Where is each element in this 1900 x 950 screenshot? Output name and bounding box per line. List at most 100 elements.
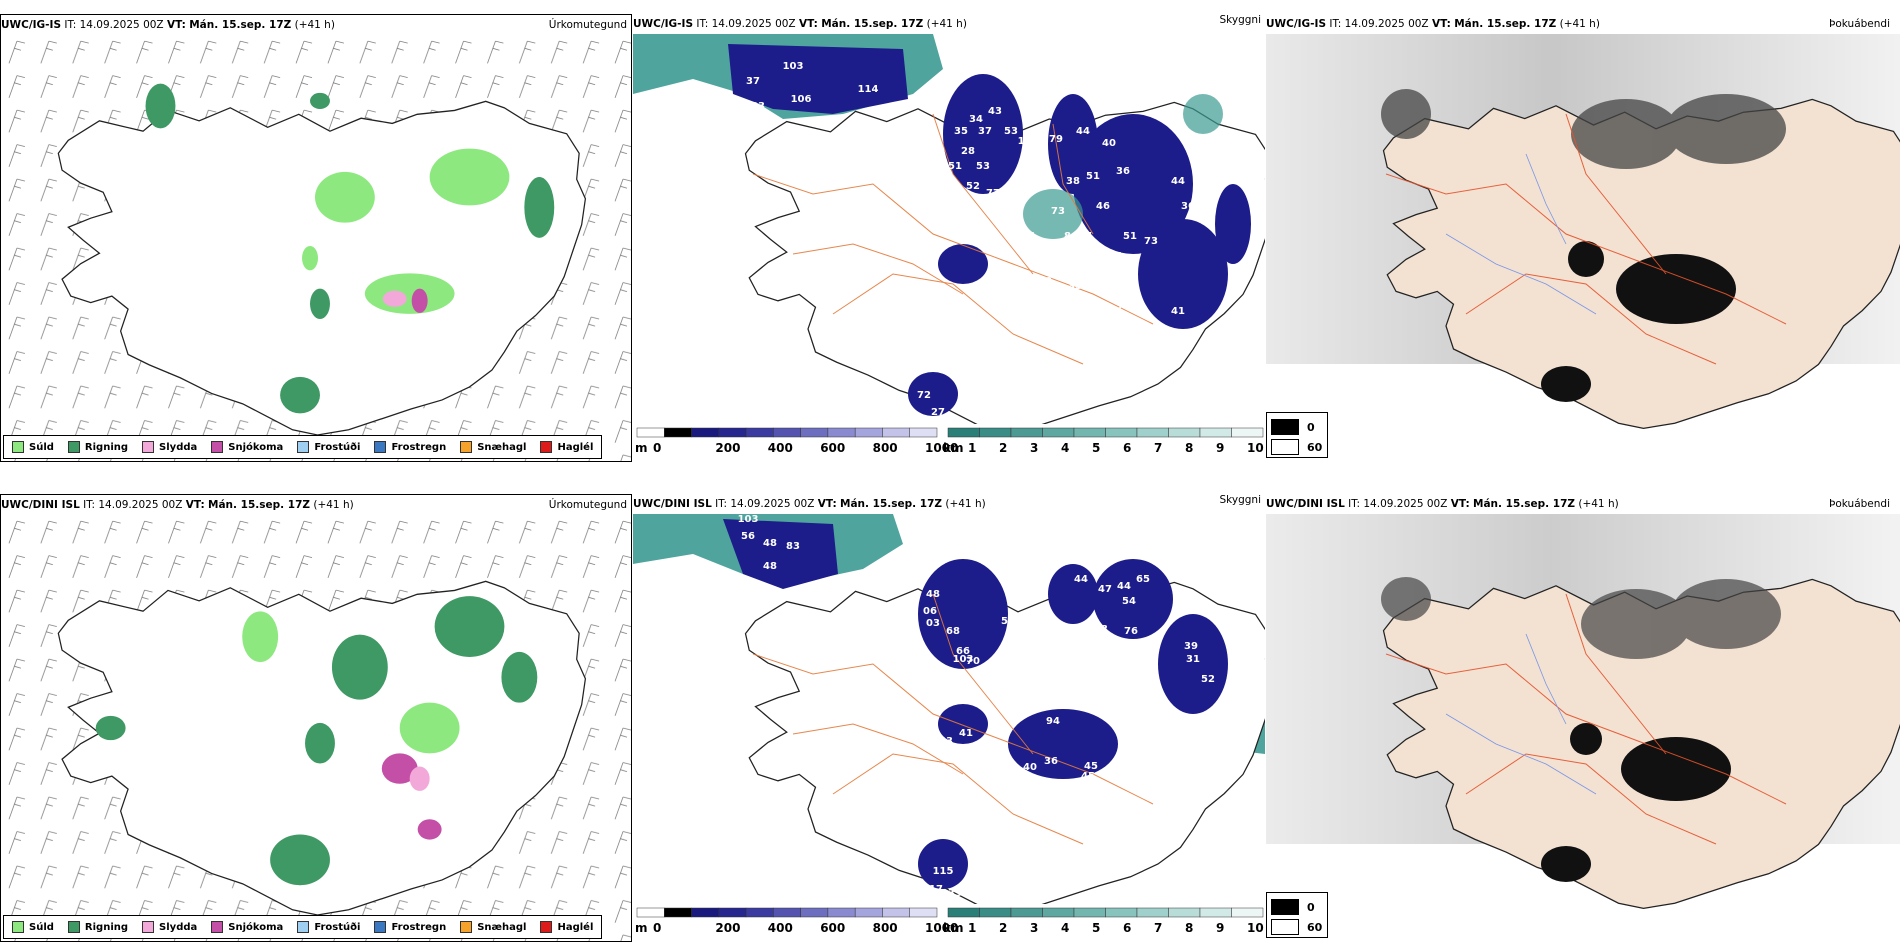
legend-swatch xyxy=(460,441,473,453)
snow-panel-top: UWC/IG-IS IT: 14.09.2025 00Z VT: Mán. 15… xyxy=(633,14,1265,462)
snow-depth-label: 39 xyxy=(1184,641,1198,652)
snow-depth-label: 69 xyxy=(913,574,927,585)
color-scales-bottom: m 0 200 400 600 800 1000 km 1 2 3 4 5 6 7 8 9 10 xyxy=(633,906,1265,942)
precip-panel-top: UWC/IG-IS IT: 14.09.2025 00Z VT: Mán. 15… xyxy=(0,14,632,462)
legend-swatch xyxy=(1271,419,1299,435)
legend-item-suld: Súld xyxy=(12,441,54,453)
snow-depth-label: 48 xyxy=(763,538,777,549)
snow-depth-label: 44 xyxy=(1053,781,1067,792)
snow-map-bottom: 103 56 48 83 48 45 2 6 69 48 06 03 68 66 70 103 53 44 47 44… xyxy=(633,514,1265,904)
precip-panel-bottom: UWC/DINI ISL IT: 14.09.2025 00Z VT: Mán.… xyxy=(0,494,632,942)
vis-scale-swatch xyxy=(1199,907,1232,918)
legend-swatch xyxy=(540,921,553,933)
vis-scale-unit: km xyxy=(943,441,963,455)
vis-scale-swatch xyxy=(979,907,1012,918)
vis-scale-unit: km xyxy=(943,921,963,935)
snow-scale-tick: 1000 xyxy=(925,921,958,935)
vis-scale-tick: 7 xyxy=(1154,441,1162,455)
snow-depth-label: 42 xyxy=(1091,251,1105,262)
snow-depth-label: 34 xyxy=(969,114,983,125)
snow-panel-bottom: UWC/DINI ISL IT: 14.09.2025 00Z VT: Mán.… xyxy=(633,494,1265,942)
it-label: IT: xyxy=(715,498,728,510)
legend-item-snjokoma: Snjókoma xyxy=(211,441,283,453)
precip-areas xyxy=(145,83,555,414)
snow-depth-label: 40 xyxy=(1102,138,1116,149)
snow-scale-swatch xyxy=(691,427,720,438)
cloud-legend-top: 0 60 xyxy=(1266,412,1328,458)
snow-scale-swatch xyxy=(773,907,801,918)
panel-title: Úrkomutegund xyxy=(548,499,627,511)
legend-swatch xyxy=(297,441,310,453)
vis-scale-tick: 3 xyxy=(1030,921,1038,935)
vis-scale-tick: 2 xyxy=(999,441,1007,455)
vis-scale-swatch xyxy=(1105,907,1138,918)
snow-scale-swatch xyxy=(745,907,774,918)
legend-swatch xyxy=(297,921,310,933)
snow-depth-label: 70 xyxy=(966,656,980,667)
precip-map-bottom xyxy=(1,515,631,941)
snow-depth-label: 48 xyxy=(1016,281,1030,292)
snow-depth-label: 44 xyxy=(1074,574,1088,585)
snow-depth-label: 65 xyxy=(1108,251,1122,262)
vis-scale-tick: 9 xyxy=(1216,441,1224,455)
legend-swatch xyxy=(374,921,387,933)
snow-depth-label: 72 xyxy=(917,390,931,401)
panel-title: Úrkomutegund xyxy=(548,19,627,31)
vis-scale-tick: 1 xyxy=(968,921,976,935)
it-label: IT: xyxy=(1329,18,1342,30)
precip-legend-bottom: Súld Rigning Slydda Snjókoma Frostúði Fr… xyxy=(3,915,603,939)
snow-depth-label: 37 xyxy=(746,76,760,87)
snow-scale-unit: m xyxy=(635,921,648,935)
lead-time: (+41 h) xyxy=(313,499,354,511)
legend-item-haglel: Haglél xyxy=(540,921,593,933)
legend-item-haglel: Haglél xyxy=(540,441,593,453)
lead-time: (+41 h) xyxy=(926,18,967,30)
vis-scale-swatch xyxy=(1010,907,1043,918)
vis-scale-swatch xyxy=(1231,907,1264,918)
snow-depth-label: 48 xyxy=(926,589,940,600)
legend-swatch xyxy=(142,921,155,933)
snow-scale-swatch xyxy=(854,907,883,918)
vis-scale-tick: 9 xyxy=(1216,921,1224,935)
vis-scale-tick: 1 xyxy=(968,441,976,455)
snow-depth-label: 51 xyxy=(948,161,962,172)
vis-scale-tick: 7 xyxy=(1154,921,1162,935)
snow-depth-label: 52 xyxy=(966,181,980,192)
lead-time: (+41 h) xyxy=(294,19,335,31)
snow-depth-label: 45 xyxy=(1084,761,1098,772)
legend-swatch xyxy=(12,921,24,933)
snow-depth-label: 36 xyxy=(1044,756,1058,767)
precip-header-bottom: UWC/DINI ISL IT: 14.09.2025 00Z VT: Mán.… xyxy=(1,495,631,515)
legend-item-slydda: Slydda xyxy=(142,921,197,933)
it-label: IT: xyxy=(83,499,96,511)
legend-item-snjokoma: Snjókoma xyxy=(211,921,283,933)
legend-swatch xyxy=(67,441,80,453)
snow-depth-label: 23 xyxy=(1094,624,1108,635)
snow-depth-label: 36 xyxy=(1116,166,1130,177)
snow-scale-tick: 0 xyxy=(653,441,661,455)
vis-scale-swatch xyxy=(1073,907,1106,918)
snow-scale-swatch xyxy=(909,907,938,918)
snow-depth-label: 47 xyxy=(1098,584,1112,595)
snow-scale-swatch xyxy=(636,427,665,438)
snow-depth-label: 103 xyxy=(953,654,974,665)
snow-scale-tick: 200 xyxy=(715,921,740,935)
snow-depth-label: 35 xyxy=(1068,281,1082,292)
snow-depth-label: 19 xyxy=(998,191,1012,202)
snow-depth-label: 107 xyxy=(1018,136,1039,147)
snow-depth-label: 34 xyxy=(1063,806,1077,817)
snow-scale-tick: 600 xyxy=(820,921,845,935)
snow-depth-label: 66 xyxy=(956,646,970,657)
snow-scale-swatch xyxy=(800,907,829,918)
legend-swatch xyxy=(142,441,155,453)
vis-scale-tick: 10 xyxy=(1247,921,1264,935)
snow-scale-tick: 400 xyxy=(768,921,793,935)
vis-scale-swatch xyxy=(1042,427,1075,438)
model-label: UWC/DINI ISL xyxy=(633,498,712,510)
precip-header-top: UWC/IG-IS IT: 14.09.2025 00Z VT: Mán. 15… xyxy=(1,15,631,35)
snow-scale-swatch xyxy=(800,427,829,438)
legend-item-snaehagl: Snæhagl xyxy=(460,441,526,453)
snow-depth-label: 76 xyxy=(1118,266,1132,277)
vis-scale-swatch xyxy=(1168,907,1201,918)
snow-depth-label: 03 xyxy=(926,618,940,629)
